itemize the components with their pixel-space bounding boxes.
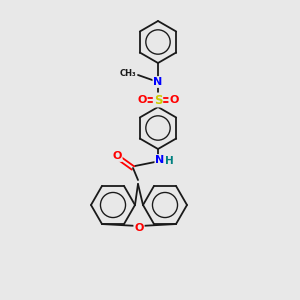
Text: O: O (112, 151, 122, 161)
Text: H: H (165, 156, 173, 166)
Text: O: O (134, 223, 144, 233)
Text: N: N (153, 77, 163, 87)
Text: O: O (169, 95, 179, 105)
Text: N: N (155, 155, 165, 165)
Text: S: S (154, 94, 162, 106)
Text: CH₃: CH₃ (119, 70, 136, 79)
Text: O: O (137, 95, 147, 105)
